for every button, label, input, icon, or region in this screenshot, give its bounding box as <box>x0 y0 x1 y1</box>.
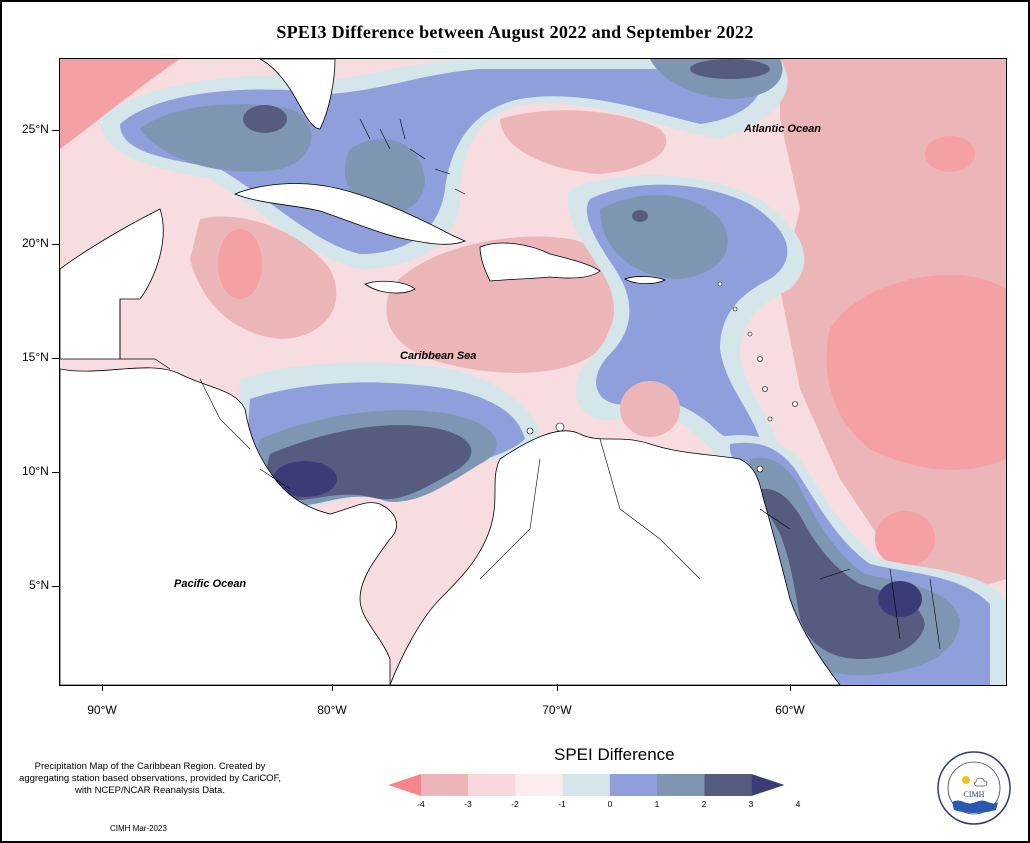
legend-label: -1 <box>558 799 566 809</box>
lon-tick-60: 60°W <box>775 703 805 717</box>
north-atlantic-strong <box>690 59 770 79</box>
map-area[interactable]: Atlantic Ocean Caribbean Sea Pacific Oce… <box>59 58 1007 686</box>
lon-tickmark <box>332 684 333 691</box>
cimh-logo: CIMH <box>937 751 1011 825</box>
legend-title: SPEI Difference <box>554 745 675 764</box>
legend-label: 2 <box>701 799 707 809</box>
logo-acronym: CIMH <box>964 790 985 799</box>
map-title: SPEI3 Difference between August 2022 and… <box>276 22 754 42</box>
legend-label: -4 <box>417 799 425 809</box>
antilles-positive-core <box>600 195 728 279</box>
lat-tickmark <box>52 244 59 245</box>
lon-tickmark <box>557 684 558 691</box>
lat-tick-20: 20°N <box>22 236 49 250</box>
lat-tick-5: 5°N <box>29 578 50 592</box>
bahamas-islands <box>359 118 466 195</box>
legend-cell <box>562 774 610 796</box>
cuba-land <box>233 183 467 245</box>
hispaniola-land <box>479 242 601 282</box>
legend-label: -3 <box>464 799 472 809</box>
lat-tick-25: 25°N <box>22 122 49 136</box>
venezuela-offshore-negative <box>620 381 680 437</box>
lesser-antilles <box>526 281 798 473</box>
sun-icon <box>962 776 970 784</box>
lon-tick-90: 90°W <box>87 703 117 717</box>
legend-label: 1 <box>654 799 660 809</box>
jamaica-land <box>364 280 416 294</box>
legend-arrow-left <box>388 774 421 796</box>
puerto-rico-land <box>624 276 666 285</box>
legend-labels: -4 -3 -2 -1 0 1 2 3 4 <box>388 799 838 813</box>
lat-tick-10: 10°N <box>22 464 49 478</box>
legend-cell <box>515 774 563 796</box>
lat-tickmark <box>52 472 59 473</box>
legend-arrow-right <box>751 774 785 796</box>
legend-label: 0 <box>607 799 613 809</box>
lat-tickmark <box>52 358 59 359</box>
antilles-strong-spot <box>632 210 648 222</box>
lat-tick-15: 15°N <box>22 350 49 364</box>
gulf-strong-positive <box>243 105 287 133</box>
legend-cell <box>609 774 657 796</box>
spei-map <box>60 59 1006 685</box>
country-borders <box>199 378 941 650</box>
legend-label: 3 <box>748 799 754 809</box>
legend-cell <box>657 774 705 796</box>
guianas-strong <box>760 488 925 659</box>
legend-colorbar <box>388 774 785 796</box>
legend-cell <box>704 774 752 796</box>
caribbean-sea-label: Caribbean Sea <box>400 350 477 362</box>
legend-label: 4 <box>795 799 801 809</box>
yucatan-land <box>60 208 164 360</box>
cloud-icon <box>974 777 988 787</box>
yucatan-strong-negative <box>218 229 262 299</box>
atlantic-small-spot <box>925 136 975 172</box>
wave-icon <box>952 800 998 813</box>
florida-land <box>259 59 336 130</box>
lon-tickmark <box>790 684 791 691</box>
atlantic-west-negative <box>500 110 667 174</box>
legend-cell <box>421 774 469 796</box>
credit-text: Precipitation Map of the Caribbean Regio… <box>19 761 281 796</box>
suriname-strongest <box>878 581 922 617</box>
central-america-land <box>60 367 397 685</box>
bahamas-positive-core <box>345 139 425 215</box>
lon-tick-80: 80°W <box>317 703 347 717</box>
lon-tickmark <box>102 684 103 691</box>
atlantic-strong-negative <box>826 274 1006 470</box>
legend-label: -2 <box>511 799 519 809</box>
pacific-ocean-label: Pacific Ocean <box>174 578 247 590</box>
legend-cell <box>468 774 516 796</box>
atlantic-ocean-label: Atlantic Ocean <box>744 123 822 135</box>
lon-tick-70: 70°W <box>542 703 572 717</box>
lat-tickmark <box>52 130 59 131</box>
credit-date: CIMH Mar-2023 <box>110 824 167 833</box>
lat-tickmark <box>52 586 59 587</box>
south-america-land <box>389 430 841 685</box>
guyana-coast-spot <box>875 511 935 567</box>
border-lines <box>119 299 171 370</box>
gulf-negative-zone <box>60 59 180 149</box>
